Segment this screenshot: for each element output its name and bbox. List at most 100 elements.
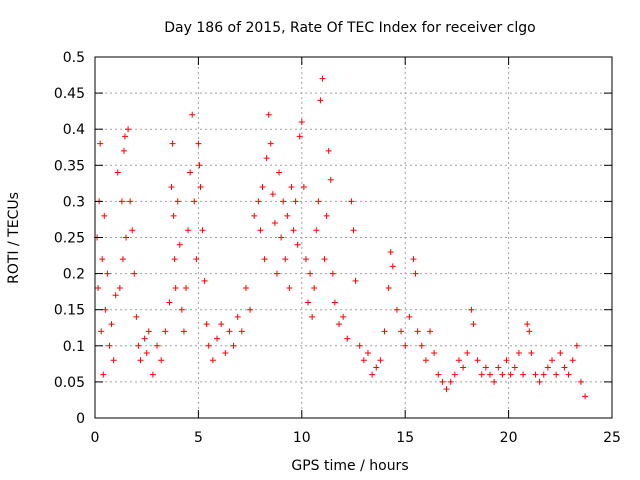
data-point [242, 285, 249, 292]
data-point [261, 256, 268, 263]
data-point [196, 162, 203, 169]
data-point [549, 357, 556, 364]
data-point [205, 342, 212, 349]
y-tick-label: 0 [76, 411, 85, 427]
data-point [273, 270, 280, 277]
data-point [455, 357, 462, 364]
data-point [373, 364, 380, 371]
data-point [385, 285, 392, 292]
data-point [168, 183, 175, 190]
y-tick-label: 0.2 [63, 267, 85, 283]
data-point [125, 126, 132, 133]
data-point [247, 306, 254, 313]
axis-ticks: 0 0.05 0.1 0.15 0.2 0.25 0.3 0.35 0.4 0.45 0.5 0 5 10… [54, 50, 621, 446]
data-point [119, 256, 126, 263]
data-point [528, 350, 535, 357]
data-point [336, 321, 343, 328]
data-point [278, 234, 285, 241]
data-point [166, 299, 173, 306]
data-point [99, 256, 106, 263]
data-point [286, 285, 293, 292]
data-point [329, 270, 336, 277]
data-point [460, 364, 467, 371]
data-point [284, 212, 291, 219]
y-tick-label: 0.3 [63, 194, 85, 210]
data-point [137, 357, 144, 364]
data-point [323, 212, 330, 219]
data-point [344, 335, 351, 342]
x-axis-label: GPS time / hours [291, 458, 408, 474]
data-point [499, 371, 506, 378]
data-point [180, 328, 187, 335]
data-point [154, 342, 161, 349]
data-point [352, 277, 359, 284]
data-point [176, 241, 183, 248]
data-point [313, 227, 320, 234]
data-point [298, 118, 305, 125]
data-point [340, 313, 347, 320]
data-point [255, 198, 262, 205]
data-point [106, 342, 113, 349]
data-point [511, 364, 518, 371]
data-point [104, 270, 111, 277]
data-point [360, 357, 367, 364]
data-point [406, 313, 413, 320]
data-point [201, 277, 208, 284]
data-point [100, 371, 107, 378]
data-point [280, 198, 287, 205]
data-point [418, 342, 425, 349]
data-point [439, 378, 446, 385]
data-point [187, 169, 194, 176]
data-point [108, 321, 115, 328]
data-point [197, 183, 204, 190]
data-point [377, 357, 384, 364]
data-point [218, 321, 225, 328]
chart-title: Day 186 of 2015, Rate Of TEC Index for r… [164, 20, 535, 36]
data-point [577, 378, 584, 385]
data-point [325, 147, 332, 154]
data-point [110, 357, 117, 364]
data-point [267, 140, 274, 147]
data-point [123, 234, 130, 241]
data-point [174, 198, 181, 205]
data-point [131, 270, 138, 277]
data-point [98, 328, 105, 335]
data-point [398, 328, 405, 335]
data-point [503, 357, 510, 364]
data-point [356, 342, 363, 349]
data-point [410, 256, 417, 263]
x-tick-label: 10 [293, 430, 311, 446]
data-point [305, 299, 312, 306]
gridlines [95, 57, 612, 418]
data-point [507, 371, 514, 378]
data-point [222, 350, 229, 357]
data-point [185, 227, 192, 234]
data-point [387, 248, 394, 255]
data-point [478, 371, 485, 378]
data-point [422, 357, 429, 364]
data-point [265, 111, 272, 118]
data-point [573, 342, 580, 349]
data-point [389, 263, 396, 270]
data-point [114, 169, 121, 176]
x-tick-label: 20 [500, 430, 518, 446]
y-tick-label: 0.5 [63, 50, 85, 66]
data-point [282, 256, 289, 263]
data-point [182, 285, 189, 292]
data-point [193, 256, 200, 263]
data-point [474, 357, 481, 364]
data-point [189, 111, 196, 118]
data-point [296, 133, 303, 140]
data-point [238, 328, 245, 335]
data-point [350, 227, 357, 234]
data-point [121, 133, 128, 140]
data-point [302, 256, 309, 263]
data-point [214, 335, 221, 342]
data-point [127, 198, 134, 205]
data-point [317, 97, 324, 104]
data-point [102, 306, 109, 313]
data-point [199, 227, 206, 234]
data-point [133, 313, 140, 320]
data-point [435, 371, 442, 378]
x-tick-label: 25 [603, 430, 621, 446]
